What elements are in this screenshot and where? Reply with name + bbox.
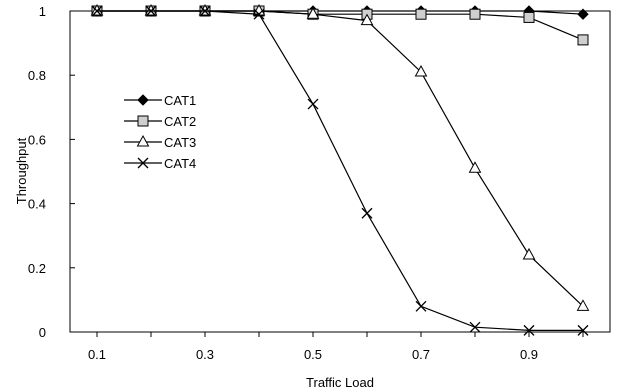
data-point-cat3 [468, 161, 482, 173]
legend-label: CAT4 [164, 156, 196, 171]
data-point-cat3 [576, 299, 590, 311]
data-point-cat3 [144, 3, 158, 16]
data-point-cat4 [523, 324, 535, 336]
data-point-cat2 [415, 8, 427, 20]
data-point-cat4 [469, 321, 481, 333]
data-point-cat4 [91, 5, 103, 17]
legend-item-cat3: CAT3 [124, 134, 196, 150]
data-point-cat4 [253, 8, 265, 20]
data-point-cat4 [307, 98, 319, 110]
y-axis-label: Throughput [14, 137, 29, 204]
y-tick-label: 0.8 [28, 68, 46, 83]
data-point-cat3 [360, 13, 374, 26]
data-point-cat4 [361, 207, 373, 219]
y-tick-label: 1 [39, 4, 46, 19]
data-point-cat3 [414, 64, 428, 77]
series-layer [90, 3, 590, 336]
y-axis-ticks: 0 0.2 0.4 0.6 0.8 1 [28, 4, 75, 340]
y-tick-label: 0 [39, 325, 46, 340]
data-point-cat3 [90, 3, 104, 16]
data-point-cat2 [523, 11, 535, 23]
legend-marker-cat2 [137, 115, 149, 127]
data-point-cat4 [199, 5, 211, 17]
y-tick-label: 0.2 [28, 261, 46, 276]
legend-label: CAT1 [164, 93, 196, 108]
series-line-cat4 [97, 10, 583, 331]
data-point-cat4 [415, 300, 427, 312]
legend-item-cat2: CAT2 [124, 114, 196, 129]
legend-item-cat4: CAT4 [124, 156, 196, 171]
x-tick-label: 0.3 [196, 347, 214, 362]
x-tick-label: 0.7 [412, 347, 430, 362]
x-axis-ticks: 0.1 0.3 0.5 0.7 0.9 [88, 332, 584, 362]
x-axis-label: Traffic Load [306, 375, 374, 390]
data-point-cat3 [522, 247, 536, 260]
legend-item-cat1: CAT1 [124, 93, 196, 108]
y-tick-label: 0.6 [28, 132, 46, 147]
plot-area [69, 10, 611, 333]
legend-marker-cat1 [137, 94, 149, 106]
data-point-cat3 [198, 3, 212, 16]
legend: CAT1 CAT2 CAT3 CAT4 [124, 93, 196, 171]
data-point-cat4 [145, 5, 157, 17]
x-tick-label: 0.5 [304, 347, 322, 362]
x-tick-label: 0.9 [520, 347, 538, 362]
data-point-cat2 [469, 8, 481, 20]
data-point-cat2 [577, 34, 589, 46]
data-point-cat1 [577, 8, 589, 20]
data-point-cat4 [577, 324, 589, 336]
legend-label: CAT3 [164, 135, 196, 150]
series-cat4 [91, 5, 589, 336]
data-point-cat3 [306, 7, 320, 19]
x-tick-label: 0.1 [88, 347, 106, 362]
legend-marker-cat4 [137, 157, 149, 169]
legend-marker-cat3 [136, 134, 150, 147]
legend-label: CAT2 [164, 114, 196, 129]
y-tick-label: 0.4 [28, 197, 46, 212]
